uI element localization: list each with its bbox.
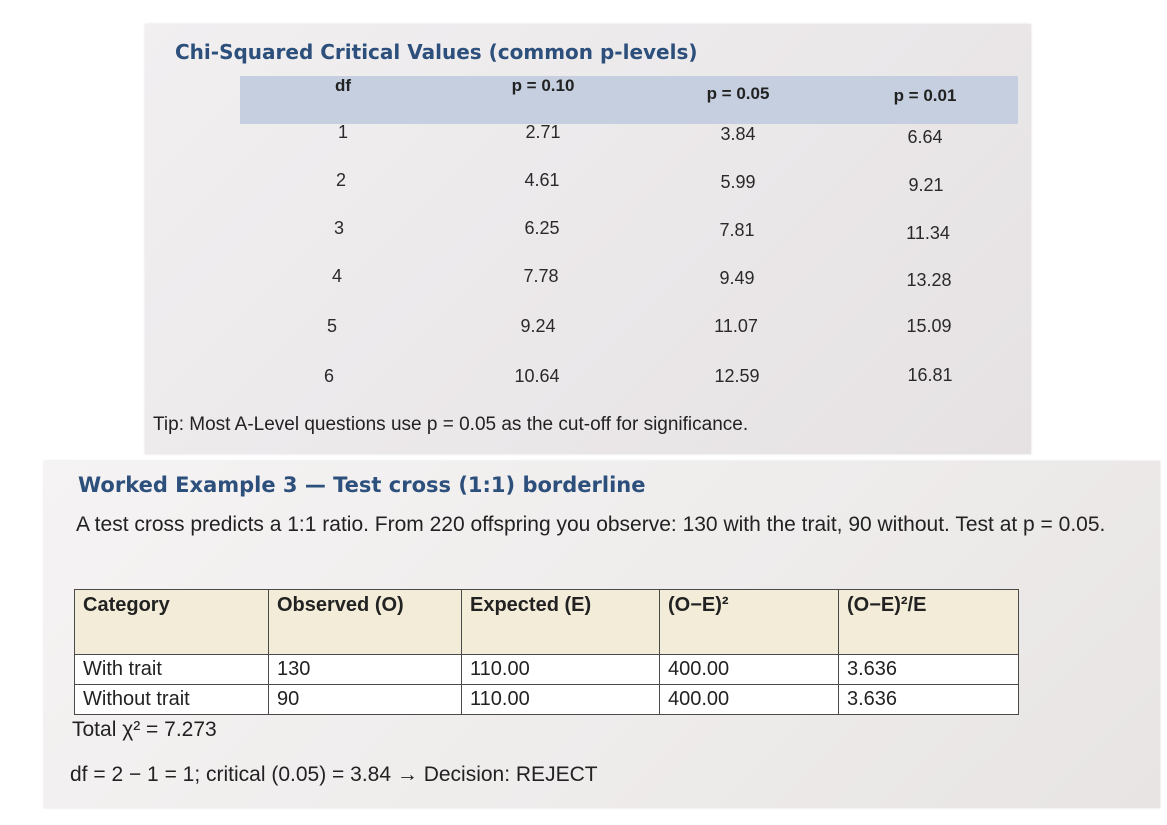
contribution-cell: 3.636 — [838, 654, 1019, 685]
header-p005: p = 0.05 — [706, 84, 770, 103]
df-cell: 5 — [326, 316, 338, 336]
expected-cell: 110.00 — [461, 654, 660, 685]
critical-values-row: 6 10.64 12.59 16.81 — [145, 365, 1031, 390]
critical-values-title: Chi-Squared Critical Values (common p-le… — [175, 40, 698, 64]
expected-cell: 110.00 — [461, 684, 660, 715]
header-df: df — [334, 76, 352, 95]
p005-cell: 3.84 — [720, 124, 756, 144]
total-chi-squared: Total χ² = 7.273 — [72, 718, 217, 741]
header-category: Category — [74, 589, 269, 655]
table-header-row: Category Observed (O) Expected (E) (O−E)… — [74, 589, 1019, 655]
contribution-cell: 3.636 — [838, 684, 1019, 715]
p005-cell: 11.07 — [714, 316, 758, 336]
header-observed: Observed (O) — [268, 589, 462, 655]
decision-line: df = 2 − 1 = 1; critical (0.05) = 3.84 →… — [70, 763, 598, 786]
critical-values-row: 1 2.71 3.84 6.64 — [145, 122, 1031, 147]
critical-values-header-row: df p = 0.10 p = 0.05 p = 0.01 — [240, 76, 1018, 124]
table-row: Without trait 90 110.00 400.00 3.636 — [74, 684, 1019, 715]
critical-values-row: 3 6.25 7.81 11.34 — [145, 218, 1031, 243]
significance-tip: Tip: Most A-Level questions use p = 0.05… — [153, 414, 749, 435]
header-p010: p = 0.10 — [511, 76, 575, 95]
p001-cell: 9.21 — [908, 175, 944, 195]
category-cell: With trait — [74, 654, 269, 685]
p001-cell: 16.81 — [907, 365, 953, 385]
p010-cell: 6.25 — [524, 218, 560, 238]
p005-cell: 5.99 — [720, 172, 756, 192]
header-o-minus-e-squared: (O−E)² — [659, 589, 839, 655]
chi-squared-calculation-table: Category Observed (O) Expected (E) (O−E)… — [74, 589, 1019, 715]
category-cell: Without trait — [74, 684, 269, 715]
p010-cell: 4.61 — [524, 170, 560, 190]
df-cell: 1 — [337, 122, 349, 142]
header-p001: p = 0.01 — [893, 86, 957, 105]
worked-example-card: Worked Example 3 — Test cross (1:1) bord… — [44, 461, 1160, 808]
p010-cell: 7.78 — [523, 266, 559, 286]
o-minus-e-squared-cell: 400.00 — [659, 684, 839, 715]
p010-cell: 9.24 — [520, 316, 556, 336]
df-cell: 6 — [323, 366, 335, 386]
critical-values-row: 4 7.78 9.49 13.28 — [145, 266, 1031, 290]
table-row: With trait 130 110.00 400.00 3.636 — [74, 654, 1019, 685]
p001-cell: 15.09 — [906, 316, 952, 336]
df-cell: 2 — [335, 170, 347, 190]
critical-values-card: Chi-Squared Critical Values (common p-le… — [145, 24, 1031, 454]
p010-cell: 2.71 — [525, 122, 561, 142]
observed-cell: 130 — [268, 654, 462, 685]
df-cell: 4 — [331, 266, 343, 286]
critical-values-row: 2 4.61 5.99 9.21 — [145, 170, 1031, 195]
o-minus-e-squared-cell: 400.00 — [659, 654, 839, 685]
p001-cell: 13.28 — [906, 270, 952, 290]
observed-cell: 90 — [268, 684, 462, 715]
df-cell: 3 — [333, 218, 345, 238]
p010-cell: 10.64 — [514, 366, 560, 386]
p005-cell: 7.81 — [719, 220, 755, 240]
header-expected: Expected (E) — [461, 589, 660, 655]
worked-example-description: A test cross predicts a 1:1 ratio. From … — [76, 513, 1106, 536]
p001-cell: 6.64 — [907, 127, 943, 147]
critical-values-row: 5 9.24 11.07 15.09 — [145, 316, 1031, 340]
p001-cell: 11.34 — [906, 223, 950, 243]
header-o-minus-e-squared-over-e: (O−E)²/E — [838, 589, 1019, 655]
worked-example-title: Worked Example 3 — Test cross (1:1) bord… — [78, 473, 646, 497]
p005-cell: 12.59 — [714, 366, 760, 386]
p005-cell: 9.49 — [719, 268, 755, 288]
